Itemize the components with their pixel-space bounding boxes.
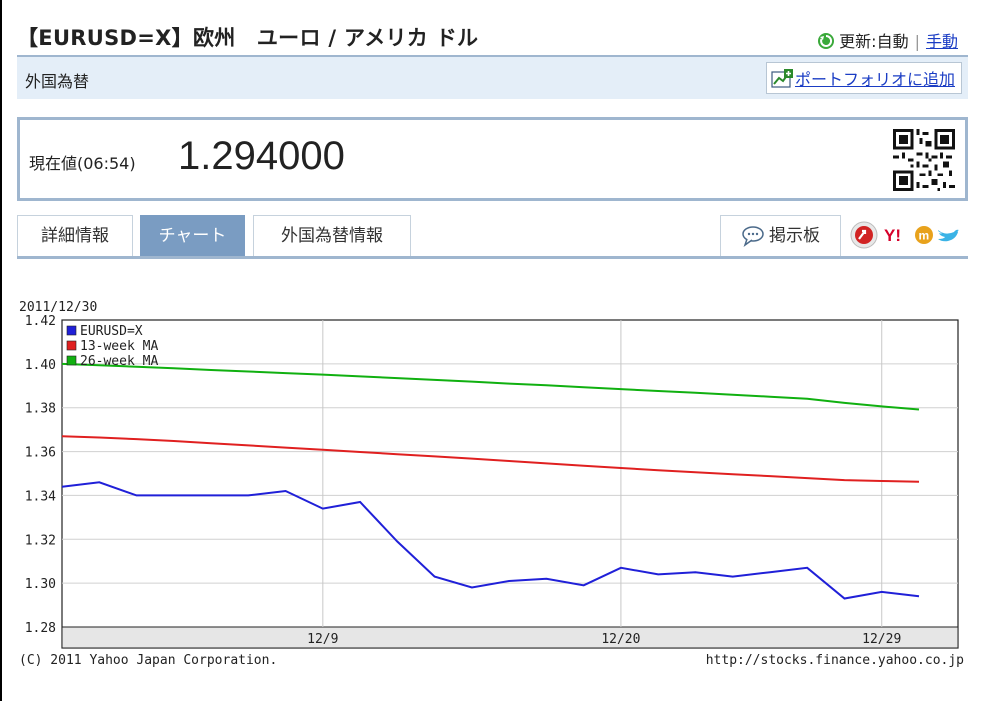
share-icon[interactable] bbox=[850, 221, 878, 249]
y-tick-label: 1.36 bbox=[25, 446, 56, 461]
svg-text:Y!: Y! bbox=[884, 226, 901, 245]
y-axis-ticks: 1.28 1.30 1.32 1.34 1.36 1.38 1.40 1.42 bbox=[25, 314, 56, 636]
legend-label: EURUSD=X bbox=[80, 324, 143, 339]
update-label: 更新: bbox=[839, 32, 877, 51]
series-line-13-week-ma bbox=[61, 435, 920, 483]
mixi-icon[interactable]: m bbox=[915, 226, 933, 244]
tab-chart[interactable]: チャート bbox=[140, 215, 245, 256]
portfolio-add-icon bbox=[771, 69, 793, 88]
series-line-26-week-ma bbox=[61, 362, 920, 411]
current-price-value: 1.294000 bbox=[178, 134, 345, 178]
y-tick-label: 1.34 bbox=[25, 489, 56, 504]
legend-label: 13-week MA bbox=[80, 339, 158, 354]
category-label: 外国為替 bbox=[25, 72, 90, 91]
yahoo-bookmark-icon[interactable]: Y! bbox=[884, 226, 901, 245]
x-axis-band bbox=[61, 626, 959, 649]
qr-code-icon[interactable] bbox=[893, 129, 955, 191]
legend-swatch bbox=[66, 325, 77, 336]
tab-fx-info[interactable]: 外国為替情報 bbox=[253, 215, 411, 256]
series-line-eurusd-x bbox=[61, 481, 920, 600]
add-to-portfolio-button[interactable]: ポートフォリオに追加 bbox=[765, 62, 962, 94]
tab-details[interactable]: 詳細情報 bbox=[17, 215, 133, 256]
plot-area bbox=[61, 319, 959, 649]
legend-swatch bbox=[66, 355, 77, 366]
y-tick-label: 1.40 bbox=[25, 358, 56, 373]
twitter-icon[interactable] bbox=[938, 229, 959, 242]
chart-svg: 2011/12/30 1.281.301.321.341.361.381.401… bbox=[19, 300, 964, 668]
board-icon bbox=[742, 226, 764, 247]
update-controls: 更新:自動 | 手動 bbox=[817, 28, 958, 52]
chart-copyright: (C) 2011 Yahoo Japan Corporation. bbox=[19, 653, 277, 668]
update-manual-link[interactable]: 手動 bbox=[925, 32, 958, 51]
legend-swatch bbox=[66, 340, 77, 351]
current-price-label: 現在値(06:54) bbox=[29, 154, 136, 173]
category-bar: 外国為替 ポートフォリオに追加 bbox=[17, 55, 968, 99]
y-tick-label: 1.30 bbox=[25, 577, 56, 592]
x-tick-label: 12/29 bbox=[862, 632, 901, 647]
x-tick-label: 12/9 bbox=[307, 632, 338, 647]
price-panel: 現在値(06:54) 1.294000 bbox=[17, 117, 968, 201]
legend-label: 26-week MA bbox=[80, 354, 158, 369]
x-tick-label: 12/20 bbox=[601, 632, 640, 647]
update-auto-option[interactable]: 自動 bbox=[876, 32, 909, 51]
message-board-label: 掲示板 bbox=[769, 226, 820, 246]
chart-date-label: 2011/12/30 bbox=[19, 300, 97, 315]
refresh-icon bbox=[818, 33, 835, 49]
y-tick-label: 1.28 bbox=[25, 621, 56, 636]
y-tick-label: 1.42 bbox=[25, 314, 56, 329]
page-title: 【EURUSD=X】欧州 ユーロ / アメリカ ドル bbox=[17, 26, 479, 50]
chart-source-url: http://stocks.finance.yahoo.co.jp bbox=[706, 653, 964, 668]
social-share-buttons: Y! m bbox=[850, 221, 959, 249]
page-header: 【EURUSD=X】欧州 ユーロ / アメリカ ドル 更新:自動 | 手動 bbox=[17, 18, 968, 54]
tab-bar: 詳細情報 チャート 外国為替情報 掲示板 Y! m bbox=[17, 215, 968, 259]
x-axis-ticks: 12/9 12/20 12/29 bbox=[307, 632, 901, 647]
window-left-border bbox=[0, 0, 2, 701]
chart-series-lines bbox=[61, 362, 920, 600]
svg-text:m: m bbox=[919, 229, 930, 243]
y-tick-label: 1.32 bbox=[25, 533, 56, 548]
price-chart: 2011/12/30 1.28 1.30 1.32 1.34 1.36 1.38 1.40 1… bbox=[0, 290, 992, 680]
message-board-button[interactable]: 掲示板 bbox=[720, 215, 841, 256]
y-tick-label: 1.38 bbox=[25, 402, 56, 417]
add-to-portfolio-link[interactable]: ポートフォリオに追加 bbox=[794, 70, 955, 89]
